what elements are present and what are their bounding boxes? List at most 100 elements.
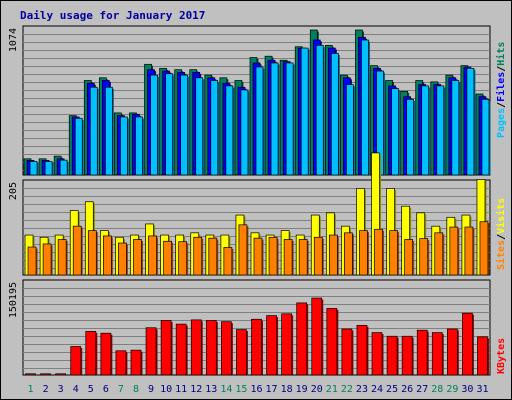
bar-pages-day-29: [451, 80, 461, 176]
bar-pages-day-15: [240, 89, 250, 176]
bar-pages-day-8: [135, 116, 144, 176]
bar-kbytes-day-9: [145, 327, 158, 376]
bar: [330, 53, 339, 176]
bar: [238, 224, 248, 276]
x-tick-label-29: 29: [446, 384, 458, 395]
bar: [240, 89, 249, 176]
legend-entry-kbytes: KBytes: [496, 338, 507, 374]
bar: [87, 230, 97, 276]
bar: [419, 238, 429, 276]
bar: [133, 239, 142, 276]
bar-kbytes-day-24: [371, 332, 384, 376]
bar: [296, 302, 308, 376]
y-max-label: 150195: [8, 282, 19, 318]
bar: [103, 235, 112, 276]
chart-title: Daily usage for January 2017: [20, 9, 205, 22]
x-tick-label-12: 12: [190, 384, 202, 395]
bar-kbytes-day-25: [386, 335, 399, 376]
bar-pages-day-28: [436, 85, 446, 176]
bar: [105, 86, 113, 176]
bar: [404, 239, 413, 276]
bar: [311, 297, 323, 376]
bar-pages-day-4: [74, 117, 84, 176]
bar-sites-day-14: [223, 247, 234, 276]
bar: [344, 232, 353, 276]
bar-pages-day-1: [29, 161, 39, 176]
bar-kbytes-day-22: [341, 328, 354, 376]
bar-sites-day-20: [313, 236, 324, 276]
bar: [25, 373, 36, 376]
bar: [298, 239, 308, 276]
bar-sites-day-7: [118, 242, 128, 276]
x-tick-label-27: 27: [416, 384, 428, 395]
bar-kbytes-day-28: [431, 332, 444, 376]
bar-sites-day-22: [344, 232, 354, 276]
bar-pages-day-25: [391, 88, 401, 176]
legend-sites-visits: Sites/Visits: [495, 198, 507, 270]
bar: [313, 236, 323, 276]
bar: [389, 230, 398, 276]
legend-separator: /: [496, 102, 507, 108]
bar: [374, 228, 383, 276]
legend-separator: /: [496, 234, 507, 240]
bar: [236, 329, 247, 376]
x-tick-label-18: 18: [281, 384, 293, 395]
x-tick-label-2: 2: [43, 384, 49, 395]
bar: [74, 117, 83, 176]
bar-sites-day-17: [268, 236, 279, 276]
bar-sites-day-21: [328, 234, 339, 276]
bar: [449, 226, 459, 276]
x-tick-label-9: 9: [148, 384, 154, 395]
bar-sites-day-31: [479, 221, 490, 276]
bar-pages-day-30: [466, 67, 476, 176]
bar-sites-day-24: [374, 228, 385, 276]
bar-kbytes-day-21: [326, 308, 339, 376]
legend-entry-sites: Sites: [495, 240, 507, 270]
x-tick-label-11: 11: [175, 384, 187, 395]
bar-pages-day-31: [481, 99, 491, 176]
bar: [361, 39, 369, 176]
bar: [268, 236, 278, 276]
bar: [59, 159, 68, 176]
bar: [462, 312, 473, 376]
bar-kbytes-day-5: [85, 331, 98, 376]
bar-pages-day-12: [195, 77, 205, 176]
bar: [115, 350, 127, 376]
bar: [253, 237, 263, 276]
bar: [421, 85, 430, 176]
bar-sites-day-19: [298, 239, 309, 276]
bar: [178, 241, 188, 276]
bar: [481, 99, 490, 176]
bar: [431, 332, 443, 376]
bar-sites-day-18: [283, 239, 294, 276]
bar: [328, 234, 338, 276]
bar: [466, 67, 475, 176]
bar-pages-day-11: [180, 74, 190, 176]
bar: [85, 331, 97, 376]
bar: [371, 332, 383, 376]
bar: [451, 80, 460, 176]
bar-sites-day-26: [404, 239, 415, 276]
bar: [251, 318, 262, 376]
bar-kbytes-day-6: [100, 332, 113, 376]
bar: [225, 85, 234, 176]
x-tick-label-23: 23: [356, 384, 368, 395]
bar-kbytes-day-18: [281, 313, 294, 376]
bar: [479, 221, 489, 276]
x-tick-label-20: 20: [311, 384, 323, 395]
bar-kbytes-day-4: [70, 346, 83, 376]
bar: [464, 226, 474, 276]
bar-kbytes-day-17: [266, 315, 279, 376]
bar-kbytes-day-14: [221, 321, 233, 376]
bar: [446, 328, 458, 376]
bar: [165, 73, 173, 176]
bar: [72, 225, 82, 276]
bar: [130, 349, 142, 376]
bar: [283, 239, 293, 276]
bar-pages-day-10: [165, 73, 175, 176]
bar-sites-day-1: [27, 246, 38, 276]
bar: [89, 86, 98, 176]
bar: [255, 66, 264, 176]
bar: [356, 324, 368, 376]
